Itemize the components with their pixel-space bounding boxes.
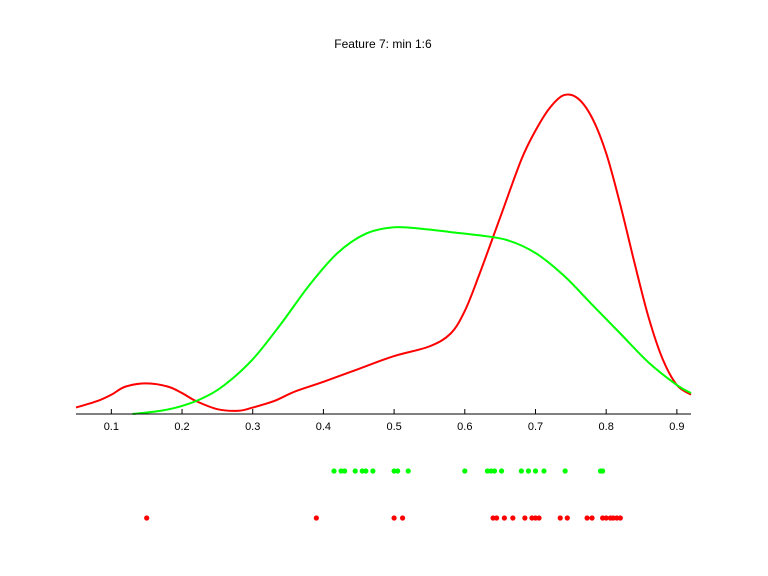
x-tick-label: 0.2 [174, 421, 189, 433]
rug-point-1 [331, 468, 337, 474]
rug-point-1 [363, 468, 369, 474]
x-tick-label: 0.8 [599, 421, 614, 433]
rug-point-2 [313, 515, 319, 521]
x-tick-label: 0.5 [386, 421, 401, 433]
curves [75, 93, 692, 415]
rug-point-1 [352, 468, 358, 474]
rug-point-2 [144, 515, 150, 521]
x-tick-label: 0.9 [669, 421, 684, 433]
rug-point-1 [405, 468, 411, 474]
rug-point-1 [462, 468, 468, 474]
rug-point-2 [564, 515, 570, 521]
rug-point-1 [518, 468, 524, 474]
rug-point-1 [395, 468, 401, 474]
chart-title: Feature 7: min 1:6 [334, 37, 432, 51]
rug-point-2 [584, 515, 590, 521]
x-tick-label: 0.4 [316, 421, 331, 433]
rug-point-1 [600, 468, 606, 474]
rug-point-2 [510, 515, 516, 521]
x-tick-label: 0.1 [104, 421, 119, 433]
rug-point-1 [342, 468, 348, 474]
rug-point-2 [399, 515, 406, 521]
density-curve-2 [132, 226, 692, 415]
rug-point-2 [522, 515, 528, 521]
rug-point-2 [557, 515, 563, 521]
rug-point-2 [391, 515, 397, 521]
rug-point-2 [501, 515, 507, 521]
rug-point-2 [603, 515, 609, 521]
rug-point-1 [541, 468, 547, 474]
density-curve-1 [75, 93, 692, 412]
rug-point-1 [532, 468, 539, 474]
rug-point-1 [498, 468, 505, 474]
rug-point-1 [491, 468, 498, 474]
x-axis-ticks: 0.1 0.2 0.3 0.4 0.5 0.6 0.7 0.8 0.9 [104, 409, 685, 433]
rug-point-1 [562, 468, 568, 474]
rug-point-2 [494, 515, 500, 521]
rug-point-2 [536, 515, 542, 521]
rug-point-1 [525, 468, 532, 474]
rug-point-2 [617, 515, 623, 521]
rug-point-1 [370, 468, 376, 474]
x-tick-label: 0.3 [245, 421, 260, 433]
x-tick-label: 0.7 [528, 421, 543, 433]
x-tick-label: 0.6 [457, 421, 472, 433]
rug-plot [144, 468, 623, 521]
rug-point-2 [589, 515, 595, 521]
